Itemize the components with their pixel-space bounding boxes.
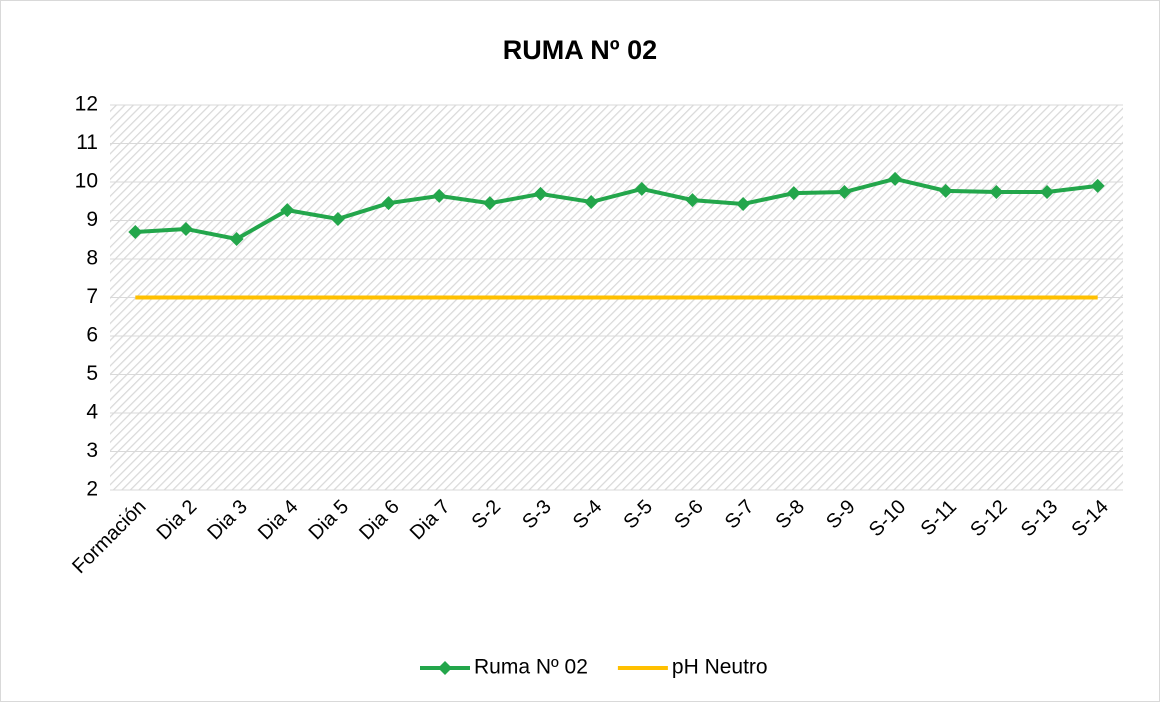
marker (685, 193, 700, 208)
marker (482, 196, 497, 211)
marker (280, 203, 295, 218)
y-tick-label: 11 (76, 131, 98, 154)
marker (432, 188, 447, 203)
y-tick-label: 10 (75, 170, 98, 193)
y-tick-label: 2 (86, 478, 98, 501)
marker (533, 186, 548, 201)
y-tick-label: 8 (86, 247, 98, 270)
y-tick-label: 9 (86, 208, 98, 231)
marker (381, 196, 396, 211)
marker (1040, 185, 1055, 200)
marker (229, 231, 244, 246)
marker (786, 186, 801, 201)
y-tick-label: 7 (86, 285, 98, 308)
y-tick-label: 6 (86, 324, 98, 347)
marker (837, 185, 852, 200)
legend-marker (438, 661, 452, 675)
chart-title: RUMA Nº 02 (503, 35, 657, 65)
marker (736, 196, 751, 211)
marker (330, 211, 345, 226)
legend-label: Ruma Nº 02 (474, 656, 588, 679)
series-line (135, 176, 1098, 242)
y-tick-label: 12 (75, 93, 98, 116)
marker (178, 221, 193, 236)
marker (888, 171, 903, 186)
marker (1090, 178, 1105, 193)
y-tick-label: 5 (86, 362, 98, 385)
y-tick-label: 3 (86, 439, 98, 462)
legend-label: pH Neutro (672, 656, 768, 679)
marker (989, 185, 1004, 200)
marker (128, 225, 143, 240)
marker (634, 181, 649, 196)
y-tick-label: 4 (86, 401, 98, 424)
marker (938, 183, 953, 198)
marker (584, 195, 599, 210)
